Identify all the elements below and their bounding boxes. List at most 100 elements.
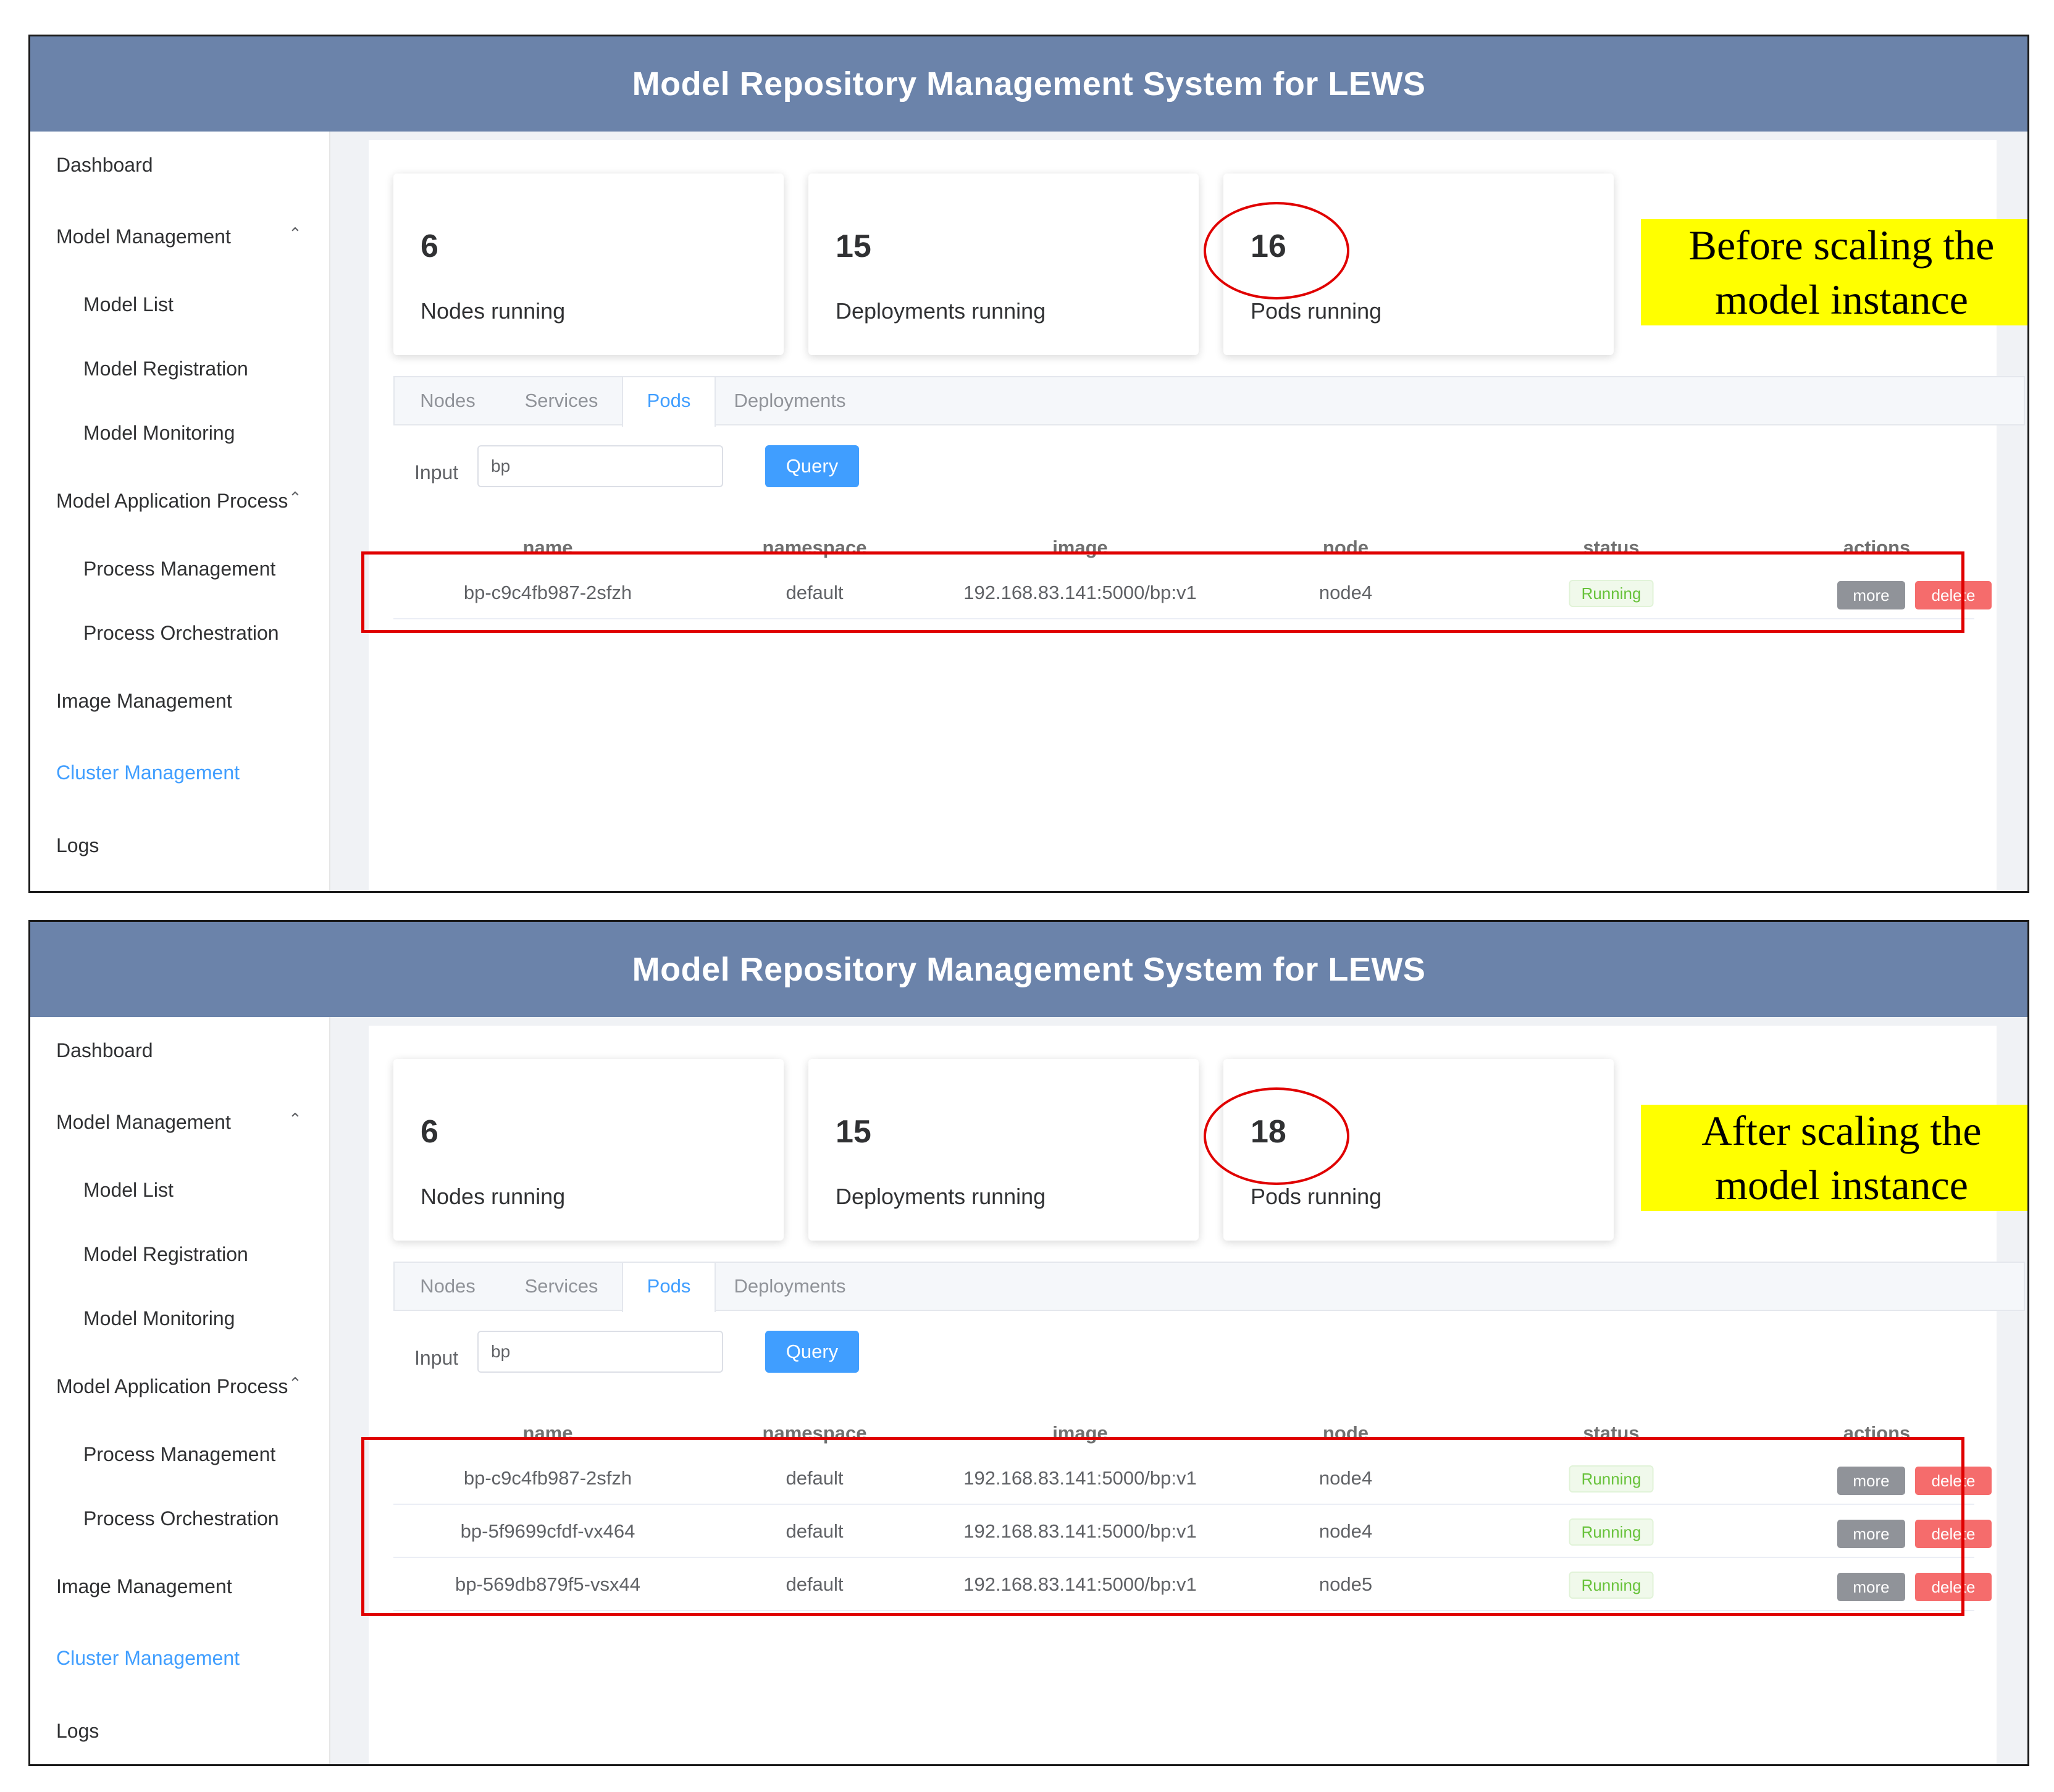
tab-services[interactable]: Services [524,390,598,411]
tab-services[interactable]: Services [524,1275,598,1297]
sidebar-menu: Dashboard Model Management ⌃ Model List … [30,132,330,891]
chevron-up-icon[interactable]: ⌃ [288,1374,302,1392]
screenshot-after-scaling: Model Repository Management System for L… [28,920,2029,1766]
delete-button[interactable]: delete [1915,1467,1992,1495]
highlight-box [361,551,1964,633]
cluster-content: 6 Nodes running 15 Deployments running 1… [369,140,2027,891]
stat-value: 15 [836,1114,871,1150]
table-row: bp-c9c4fb987-2sfzh default 192.168.83.14… [393,1452,1992,1505]
main-area: 6 Nodes running 15 Deployments running 1… [330,1017,2027,1764]
stat-label: Pods running [1251,298,1382,324]
sidebar-item-model-management[interactable]: Model Management [56,1111,231,1133]
sidebar-item-process-orchestration[interactable]: Process Orchestration [83,1507,279,1530]
sidebar-item-logs[interactable]: Logs [56,1720,99,1742]
resource-tabs: Nodes Services Pods Deployments [393,376,2025,427]
tab-pods[interactable]: Pods [622,1263,716,1312]
callout-line: model instance [1715,276,1968,323]
stat-card-deployments: 15 Deployments running [808,1059,1199,1241]
sidebar-item-model-management[interactable]: Model Management [56,225,231,248]
more-button[interactable]: more [1837,1467,1905,1495]
sidebar-item-model-list[interactable]: Model List [83,293,174,316]
resource-tabs: Nodes Services Pods Deployments [393,1262,2025,1312]
sidebar-item-model-monitoring[interactable]: Model Monitoring [83,422,235,444]
chevron-up-icon[interactable]: ⌃ [288,488,302,507]
cell-node: node4 [1318,582,1373,603]
annotation-callout: After scaling the model instance [1641,1105,2027,1211]
more-button[interactable]: more [1837,1520,1905,1548]
sidebar-item-cluster-management[interactable]: Cluster Management [56,761,240,784]
sidebar-item-model-list[interactable]: Model List [83,1179,174,1201]
query-label: Input [414,461,459,484]
cell-node: node4 [1318,1467,1373,1489]
cell-node: node5 [1318,1573,1373,1595]
sidebar-item-model-registration[interactable]: Model Registration [83,1243,248,1265]
table-row: bp-569db879f5-vsx44 default 192.168.83.1… [393,1558,1992,1611]
stat-label: Pods running [1251,1184,1382,1209]
chevron-up-icon[interactable]: ⌃ [288,1110,302,1128]
cell-namespace: default [786,1520,844,1542]
stat-label: Nodes running [421,298,566,324]
highlight-circle [1204,202,1349,299]
search-input[interactable]: bp [477,1331,723,1373]
sidebar-item-process-management[interactable]: Process Management [83,558,276,580]
app-title: Model Repository Management System for L… [632,951,1426,988]
sidebar-item-model-application-process[interactable]: Model Application Process [56,490,288,512]
column-header-status: status [1583,537,1640,558]
status-badge: Running [1569,1572,1654,1599]
sidebar-menu: Dashboard Model Management ⌃ Model List … [30,1017,330,1764]
more-button[interactable]: more [1837,581,1905,609]
highlight-circle [1204,1087,1349,1185]
sidebar-item-dashboard[interactable]: Dashboard [56,1039,153,1061]
delete-button[interactable]: delete [1915,1520,1992,1548]
cell-name: bp-c9c4fb987-2sfzh [463,582,632,603]
sidebar-item-model-registration[interactable]: Model Registration [83,358,248,380]
more-button[interactable]: more [1837,1573,1905,1601]
cluster-content: 6 Nodes running 15 Deployments running 1… [369,1026,2027,1764]
column-header-image: image [1052,537,1108,558]
tab-deployments[interactable]: Deployments [734,1275,846,1297]
query-button[interactable]: Query [765,1331,859,1373]
search-input[interactable]: bp [477,445,723,487]
app-title: Model Repository Management System for L… [632,65,1426,103]
tab-pods[interactable]: Pods [622,377,716,427]
tab-deployments[interactable]: Deployments [734,390,846,411]
column-header-namespace: namespace [762,537,867,558]
status-badge: Running [1569,580,1654,607]
query-label: Input [414,1347,459,1369]
column-header-node: node [1322,1422,1369,1444]
sidebar-item-logs[interactable]: Logs [56,834,99,856]
stat-value: 15 [836,228,871,264]
stat-value: 6 [421,228,438,264]
sidebar-item-image-management[interactable]: Image Management [56,690,232,712]
sidebar-item-image-management[interactable]: Image Management [56,1575,232,1597]
callout-line: Before scaling the [1688,222,1995,269]
tab-nodes[interactable]: Nodes [420,1275,476,1297]
tab-nodes[interactable]: Nodes [420,390,476,411]
stat-card-nodes: 6 Nodes running [393,174,784,355]
stat-value: 6 [421,1114,438,1150]
query-button[interactable]: Query [765,445,859,487]
stat-label: Nodes running [421,1184,566,1209]
cell-image: 192.168.83.141:5000/bp:v1 [963,1467,1197,1489]
chevron-up-icon[interactable]: ⌃ [288,224,302,243]
stat-label: Deployments running [836,1184,1046,1209]
app-header: Model Repository Management System for L… [30,922,2027,1017]
annotation-callout: Before scaling the model instance [1641,219,2027,325]
column-header-namespace: namespace [762,1422,867,1444]
delete-button[interactable]: delete [1915,581,1992,609]
stat-card-deployments: 15 Deployments running [808,174,1199,355]
column-header-actions: actions [1843,1422,1911,1444]
sidebar-item-model-application-process[interactable]: Model Application Process [56,1375,288,1397]
delete-button[interactable]: delete [1915,1573,1992,1601]
cell-name: bp-c9c4fb987-2sfzh [463,1467,632,1489]
status-badge: Running [1569,1465,1654,1493]
sidebar-item-cluster-management[interactable]: Cluster Management [56,1647,240,1669]
sidebar-item-model-monitoring[interactable]: Model Monitoring [83,1307,235,1329]
sidebar-item-process-management[interactable]: Process Management [83,1443,276,1465]
cell-node: node4 [1318,1520,1373,1542]
sidebar-item-dashboard[interactable]: Dashboard [56,154,153,176]
table-row: bp-c9c4fb987-2sfzh default 192.168.83.14… [393,566,1992,619]
highlight-box [361,1437,1964,1616]
sidebar-item-process-orchestration[interactable]: Process Orchestration [83,622,279,644]
column-header-status: status [1583,1422,1640,1444]
